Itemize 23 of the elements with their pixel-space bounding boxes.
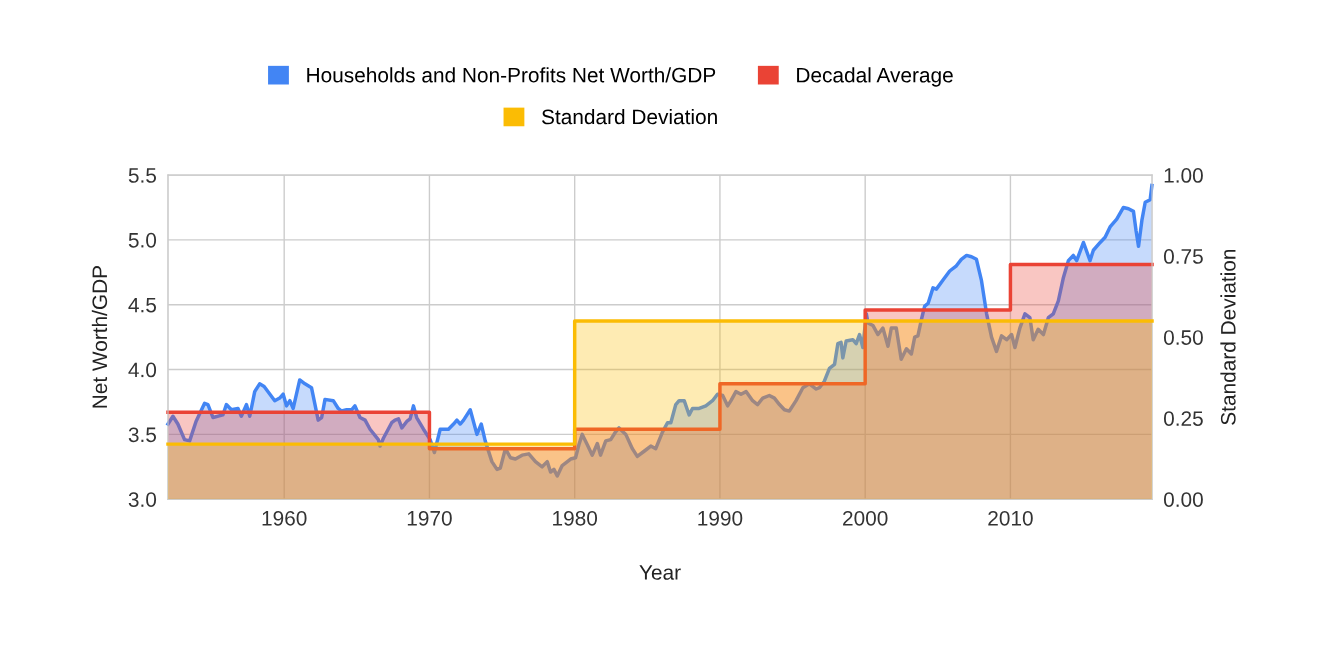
y-tick-label: 3.5: [128, 427, 157, 443]
y2-tick-label: 0.75: [1163, 249, 1203, 264]
y2-tick-label: 0.50: [1163, 330, 1203, 345]
x-tick-label: 1970: [407, 510, 452, 526]
x-tick-label: 1960: [262, 510, 307, 526]
legend-label: Households and Non-Profits Net Worth/GDP: [307, 67, 716, 83]
x-tick-label: 1990: [698, 510, 743, 526]
y-tick-label: 5.0: [128, 232, 157, 248]
x-axis-title: Year: [639, 565, 681, 580]
y2-axis-title: Standard Deviation: [1220, 249, 1236, 425]
legend-label: Standard Deviation: [541, 108, 717, 125]
y2-tick-label: 1.00: [1164, 168, 1203, 183]
y2-tick-label: 0.00: [1163, 492, 1203, 507]
x-tick-label: 2010: [988, 510, 1033, 526]
y-tick-label: 3.0: [128, 492, 157, 507]
legend-label: Decadal Average: [797, 67, 953, 87]
y-tick-label: 4.0: [128, 362, 157, 378]
y2-tick-label: 0.25: [1163, 411, 1203, 426]
y-tick-label: 5.5: [128, 168, 157, 183]
x-tick-label: 2000: [843, 510, 888, 526]
y-axis-title: Net Worth/GDP: [91, 266, 108, 408]
x-tick-label: 1980: [553, 510, 598, 526]
y-tick-label: 4.5: [128, 297, 157, 313]
